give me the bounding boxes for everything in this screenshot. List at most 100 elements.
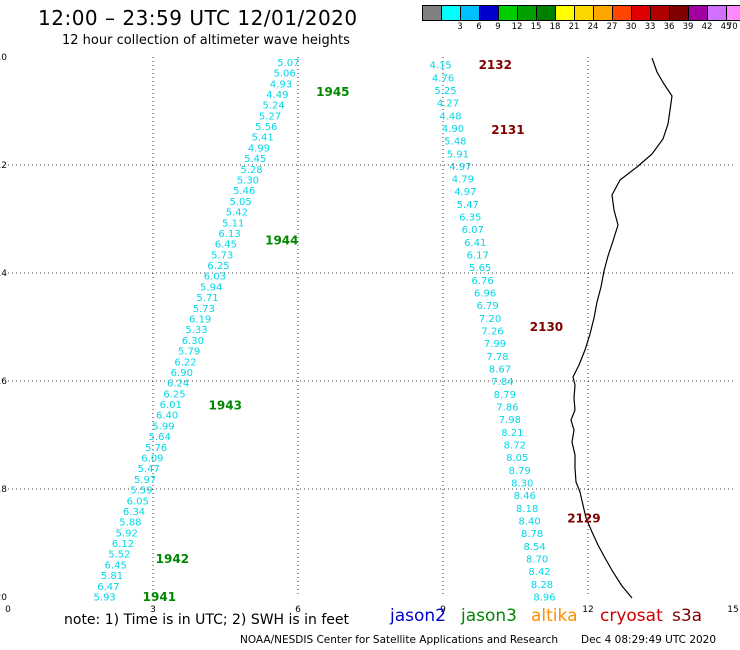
track-a-swh-value: 5.42 [226, 208, 248, 219]
track-a-swh-value: 6.45 [215, 240, 237, 251]
track-a-swh-value: 5.79 [178, 347, 200, 358]
track-b-swh-value: 6.35 [459, 213, 481, 224]
track-a-swh-value: 5.33 [185, 325, 207, 336]
track-a-swh-value: 5.24 [263, 101, 285, 112]
track-a-swh-value: 6.25 [163, 389, 185, 400]
track-b-swh-value: 5.48 [444, 137, 466, 148]
track-b-swh-value: 6.79 [476, 301, 498, 312]
track-b-swh-value: 7.20 [479, 314, 501, 325]
color-swatch [499, 6, 518, 20]
track-b-swh-value: 4.97 [454, 187, 476, 198]
track-b-swh-value: 7.78 [486, 352, 508, 363]
track-a-swh-value: 5.64 [149, 432, 171, 443]
color-scale-label: 6 [476, 22, 482, 32]
color-swatch [727, 6, 740, 20]
track-b-swh-value: 4.76 [432, 73, 454, 84]
track-a-swh-value: 6.40 [156, 411, 178, 422]
track-b-time-label: 2130 [530, 320, 563, 334]
track-a-swh-value: 5.81 [101, 571, 123, 582]
color-swatch [480, 6, 499, 20]
track-a-swh-value: 5.46 [233, 186, 255, 197]
track-a-swh-value: 6.01 [160, 400, 182, 411]
track-b-swh-value: 8.70 [526, 555, 548, 566]
color-scale-label: 9 [495, 22, 501, 32]
credit-line: NOAA/NESDIS Center for Satellite Applica… [240, 634, 558, 646]
color-scale-label: 30 [625, 22, 637, 32]
track-b-swh-value: 8.46 [514, 491, 536, 502]
y-tick-label: -20 [0, 593, 7, 603]
track-a-swh-value: 5.41 [251, 133, 273, 144]
color-swatch [651, 6, 670, 20]
color-scale-label: 3 [457, 22, 463, 32]
color-scale-label: 12 [511, 22, 523, 32]
track-b-swh-value: 4.48 [439, 111, 461, 122]
y-tick-label: -18 [0, 485, 7, 495]
track-a-swh-value: 5.73 [193, 304, 215, 315]
track-b-swh-value: 8.28 [531, 580, 553, 591]
track-a-swh-value: 5.92 [116, 528, 138, 539]
track-b-time-label: 2132 [479, 58, 512, 72]
track-b-swh-value: 6.07 [462, 225, 484, 236]
track-b-swh-value: 5.47 [457, 200, 479, 211]
color-scale-label: 27 [606, 22, 618, 32]
track-b-swh-value: 8.21 [501, 428, 523, 439]
track-a-swh-value: 5.27 [259, 111, 281, 122]
track-b-swh-value: 6.76 [472, 276, 494, 287]
track-b-swh-value: 8.67 [489, 365, 511, 376]
color-scale-label: 70 (ft) [726, 22, 740, 32]
x-tick-label: 15 [727, 605, 738, 615]
track-b-swh-value: 5.91 [447, 149, 469, 160]
track-b-swh-value: 4.15 [429, 61, 451, 72]
coastline [570, 57, 673, 599]
track-b-swh-value: 8.05 [506, 453, 528, 464]
legend-jason3: jason3 [461, 606, 517, 626]
color-swatch [689, 6, 708, 20]
track-a-swh-value: 5.94 [200, 282, 222, 293]
track-b-swh-value: 8.78 [521, 529, 543, 540]
color-scale-label: 24 [587, 22, 599, 32]
track-b-swh-value: 7.84 [491, 377, 513, 388]
track-b-swh-value: 8.54 [523, 542, 545, 553]
altimeter-tracks: 5.075.064.934.495.245.275.565.414.995.45… [94, 58, 601, 604]
track-a-swh-value: 5.45 [244, 154, 266, 165]
track-a-swh-value: 5.93 [94, 593, 116, 604]
y-tick-label: -10 [0, 53, 7, 63]
track-b-swh-value: 4.27 [437, 99, 459, 110]
color-swatch [537, 6, 556, 20]
track-a-swh-value: 5.88 [119, 518, 141, 529]
track-b-swh-value: 8.79 [509, 466, 531, 477]
track-a-swh-value: 5.71 [196, 293, 218, 304]
color-swatch [575, 6, 594, 20]
color-swatch [632, 6, 651, 20]
track-b-swh-value: 6.17 [467, 251, 489, 262]
track-a-swh-value: 6.22 [174, 357, 196, 368]
track-b-time-label: 2131 [491, 123, 524, 137]
track-a-swh-value: 4.93 [270, 79, 292, 90]
track-b-swh-value: 8.18 [516, 504, 538, 515]
map-title: 12:00 – 23:59 UTC 12/01/2020 [38, 6, 358, 30]
track-b-swh-value: 8.40 [519, 517, 541, 528]
track-b-swh-value: 5.65 [469, 263, 491, 274]
track-a-swh-value: 6.19 [189, 315, 211, 326]
track-b-swh-value: 8.79 [494, 390, 516, 401]
track-a-swh-value: 6.25 [207, 261, 229, 272]
color-swatch [423, 6, 442, 20]
track-a-swh-value: 6.24 [167, 379, 189, 390]
color-scale-label: 36 [663, 22, 675, 32]
track-a-swh-value: 5.28 [240, 165, 262, 176]
track-a-swh-value: 5.05 [229, 197, 251, 208]
track-a-swh-value: 6.30 [182, 336, 204, 347]
track-a-swh-value: 5.52 [108, 550, 130, 561]
track-b-swh-value: 6.41 [464, 238, 486, 249]
x-tick-label: 12 [582, 605, 593, 615]
map-grid: 0 3 6 9 12 15 -10 -12 -14 -16 -18 -20 [0, 53, 739, 615]
track-b-swh-value: 8.96 [533, 593, 555, 604]
track-a-swh-value: 6.03 [204, 272, 226, 283]
track-a-swh-value: 6.90 [171, 368, 193, 379]
color-swatch [442, 6, 461, 20]
track-a-time-label: 1943 [209, 398, 242, 412]
track-b-swh-value: 8.42 [528, 567, 550, 578]
track-a-swh-value: 4.49 [266, 90, 288, 101]
track-a-swh-value: 6.09 [141, 454, 163, 465]
generated-timestamp: Dec 4 08:29:49 UTC 2020 [581, 634, 717, 646]
